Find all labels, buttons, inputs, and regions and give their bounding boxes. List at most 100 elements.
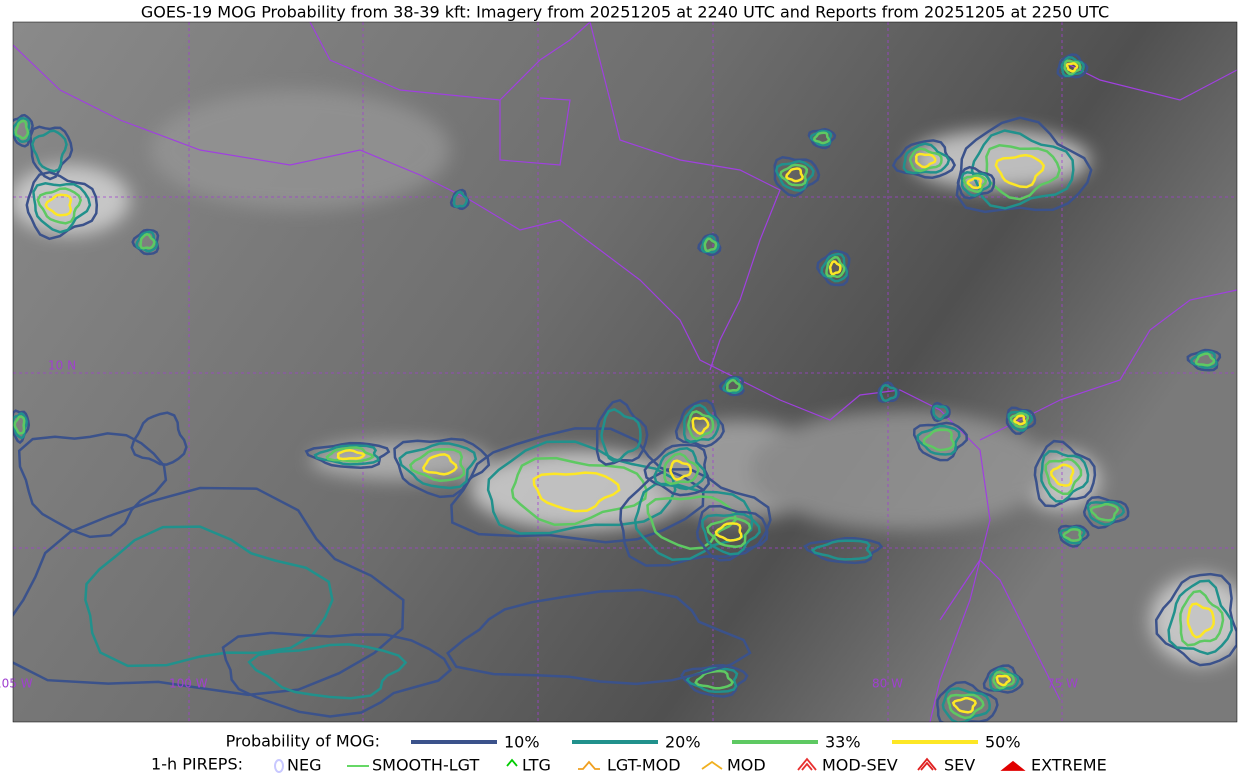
- contour: [1063, 59, 1082, 76]
- contour: [1154, 572, 1237, 667]
- legend-label: SMOOTH-LGT: [372, 756, 479, 775]
- contour: [951, 697, 977, 714]
- contour: [1179, 589, 1225, 647]
- contour: [803, 536, 884, 565]
- contour: [722, 376, 744, 395]
- contour: [809, 129, 833, 147]
- contour: [30, 129, 68, 173]
- contour: [247, 643, 408, 700]
- contour: [932, 404, 950, 421]
- contour: [947, 693, 985, 720]
- legend-label: SEV: [944, 756, 975, 775]
- contour: [779, 163, 809, 187]
- contour: [595, 398, 649, 466]
- contour: [955, 116, 1093, 214]
- contour: [995, 674, 1012, 687]
- contour: [1186, 348, 1222, 372]
- contour: [691, 416, 710, 436]
- contour: [825, 255, 846, 279]
- contour: [685, 667, 739, 693]
- contour: [13, 415, 26, 435]
- contour: [13, 117, 31, 143]
- contour: [1059, 526, 1086, 545]
- grid-label: 105 W: [0, 677, 33, 691]
- contour: [44, 193, 73, 217]
- contour: [1065, 62, 1079, 73]
- contour: [908, 147, 943, 173]
- contour: [941, 687, 991, 722]
- contour: [486, 440, 677, 535]
- legend-title: Probability of MOG:: [226, 732, 380, 751]
- contour: [682, 403, 720, 444]
- contour: [936, 680, 999, 722]
- contour: [653, 447, 707, 491]
- legend-title: 1-h PIREPS:: [151, 755, 243, 774]
- contour: [532, 471, 621, 513]
- contour: [774, 160, 815, 192]
- contour: [304, 441, 391, 469]
- contour: [994, 153, 1046, 189]
- legend-label: LGT-MOD: [607, 756, 681, 775]
- contour: [714, 522, 743, 542]
- contour: [36, 187, 83, 225]
- contour: [706, 516, 752, 549]
- contour: [130, 411, 188, 466]
- contour: [1033, 439, 1097, 508]
- legend-symbol: [917, 757, 937, 771]
- legend-symbol: [274, 759, 284, 773]
- legend-symbol: [1000, 760, 1026, 771]
- title: GOES-19 MOG Probability from 38-39 kft: …: [141, 3, 1109, 22]
- contour: [674, 399, 725, 448]
- contour: [966, 176, 983, 190]
- contour: [1056, 53, 1089, 79]
- contour: [1194, 352, 1216, 367]
- contour: [785, 167, 804, 183]
- legend-label: MOD: [727, 756, 766, 775]
- contour: [663, 452, 700, 486]
- grid-label: 80 W: [872, 677, 903, 691]
- contour: [449, 188, 470, 211]
- legend: 10% 20% 33% 50% NEG SMOOTH-LGT LTG LGT-MOD MOD MO…: [274, 733, 1107, 775]
- contour: [985, 144, 1061, 201]
- contour: [643, 443, 710, 497]
- contour: [393, 437, 491, 499]
- contour: [669, 459, 692, 481]
- legend-symbol: [701, 760, 723, 770]
- contour: [446, 588, 752, 686]
- contour: [325, 446, 375, 463]
- contour: [422, 453, 458, 476]
- contour: [1050, 463, 1075, 487]
- contour: [1086, 500, 1126, 526]
- contours: [13, 53, 1237, 722]
- contour: [1190, 350, 1218, 370]
- legend-symbol: [578, 760, 600, 770]
- contour: [988, 667, 1020, 692]
- contour: [962, 174, 988, 193]
- contour: [17, 432, 168, 539]
- legend-label: MOD-SEV: [822, 756, 898, 775]
- contour: [13, 486, 405, 697]
- contour: [982, 664, 1024, 694]
- contour: [703, 237, 718, 253]
- contour: [916, 424, 961, 456]
- grid-label: 10 N: [48, 359, 76, 373]
- contour: [452, 190, 469, 209]
- legend-label: 50%: [985, 733, 1021, 752]
- contour: [687, 410, 715, 441]
- contour: [221, 631, 453, 718]
- contour: [718, 375, 745, 397]
- contour: [891, 139, 957, 179]
- legend-symbol: [506, 758, 518, 767]
- contour: [725, 378, 742, 393]
- contour: [680, 664, 749, 698]
- contour: [633, 482, 754, 561]
- contour: [336, 449, 366, 461]
- contour: [619, 467, 772, 567]
- map: [13, 22, 1237, 722]
- contour: [816, 249, 851, 287]
- contour: [646, 495, 737, 550]
- grid-label: 75 W: [1047, 677, 1078, 691]
- contour: [1186, 602, 1215, 639]
- contour: [828, 260, 842, 276]
